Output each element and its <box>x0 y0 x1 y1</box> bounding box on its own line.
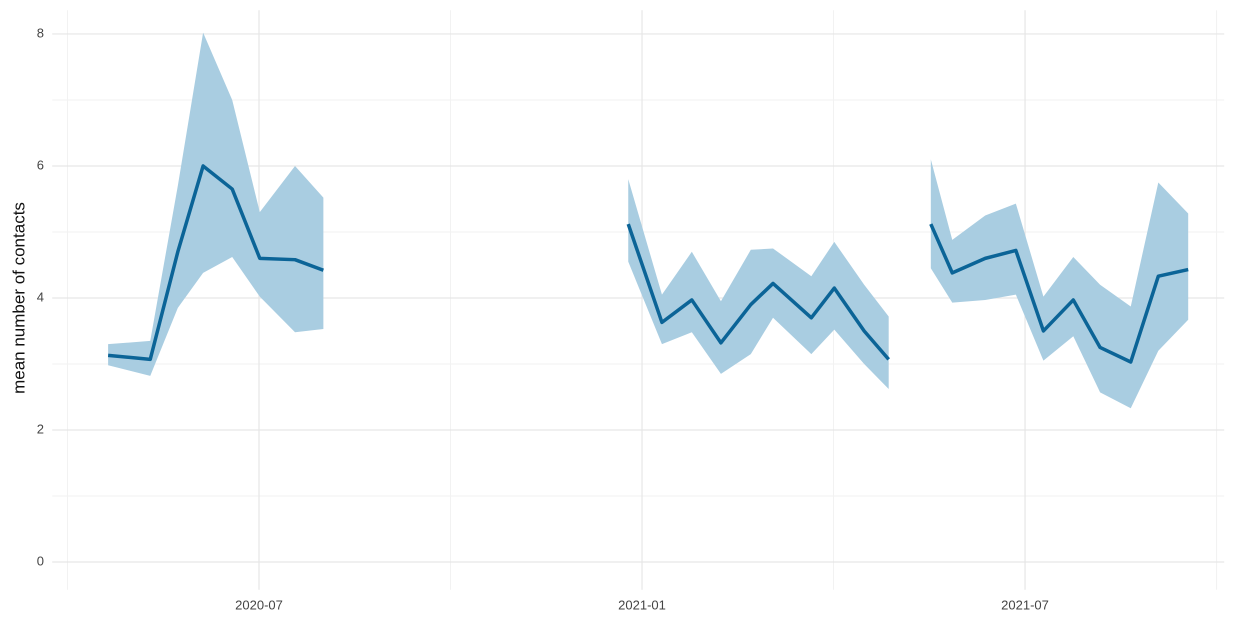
y-tick-label: 8 <box>37 25 44 40</box>
x-tick-label: 2021-01 <box>618 597 666 612</box>
x-tick-label: 2021-07 <box>1001 597 1049 612</box>
x-tick-label: 2020-07 <box>235 597 283 612</box>
y-tick-label: 4 <box>37 289 44 304</box>
line <box>929 223 1189 364</box>
y-axis-label: mean number of contacts <box>9 202 28 394</box>
confidence-band <box>930 159 1189 409</box>
line <box>626 223 891 361</box>
confidence-band <box>628 179 889 390</box>
y-tick-label: 2 <box>37 421 44 436</box>
y-tick-label: 0 <box>37 553 44 568</box>
y-tick-label: 6 <box>37 157 44 172</box>
confidence-band <box>108 32 324 376</box>
line <box>107 164 324 362</box>
